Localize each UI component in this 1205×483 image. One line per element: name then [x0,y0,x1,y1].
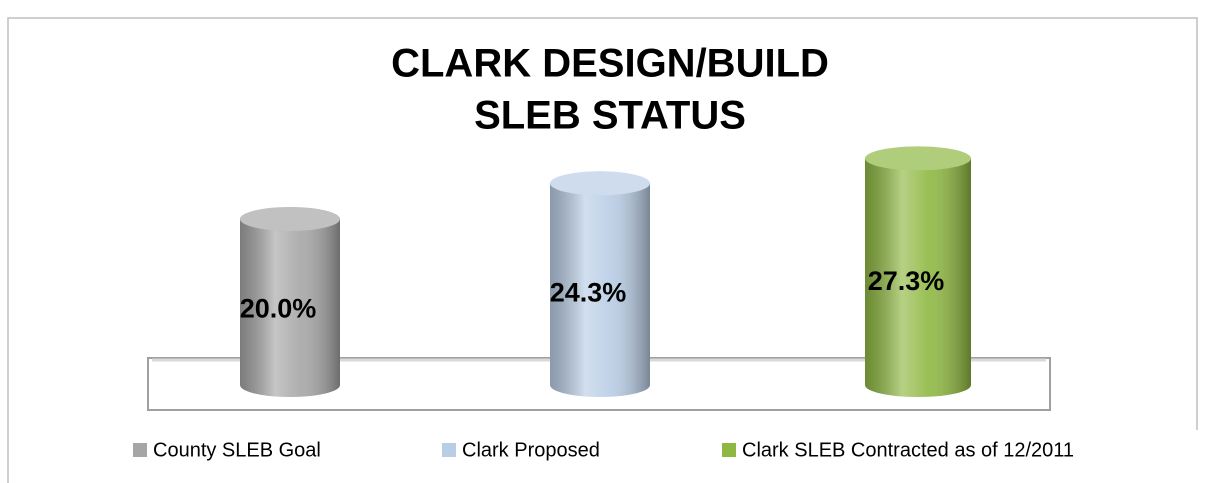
value-label: 27.3% [868,266,945,296]
legend-swatch [133,443,147,457]
value-label: 24.3% [550,277,627,307]
legend-swatch [722,443,736,457]
legend-label: County SLEB Goal [153,439,321,461]
chart-title: CLARK DESIGN/BUILD [391,42,829,86]
legend: County SLEB Goal Clark Proposed Clark SLEB… [133,439,1074,461]
cylinder-shade [240,219,340,397]
cylinder-top [865,146,971,171]
value-label: 20.0% [240,293,317,323]
legend-label: Clark Proposed [462,439,600,461]
cylinder-top [240,207,340,231]
cylinder-shade [865,158,971,397]
frame [7,17,1198,483]
cylinder-top [550,171,650,196]
chart-title: SLEB STATUS [474,94,746,138]
cylinder-top-shade [865,146,971,171]
legend-swatch [442,443,456,457]
cylinders: 20.0% 24.3% 27.3% [240,146,971,397]
cylinder-top-shade [550,171,650,196]
legend-label: Clark SLEB Contracted as of 12/2011 [742,439,1074,461]
cylinder-top-shade [240,207,340,231]
cylinder-shade [550,183,650,397]
